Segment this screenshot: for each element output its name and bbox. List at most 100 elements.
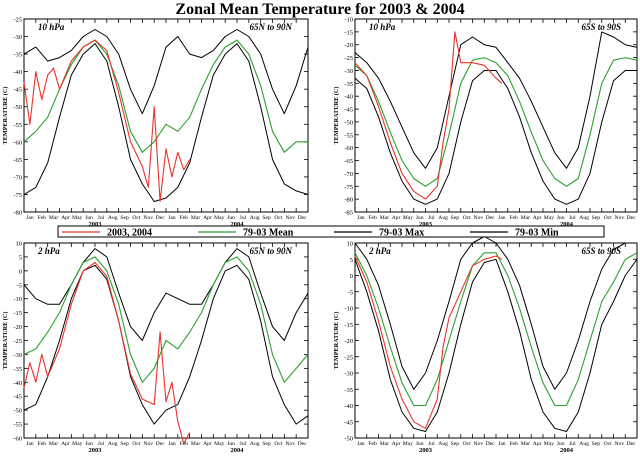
y-tick-label: -80 xyxy=(13,210,22,217)
y-tick-label: -25 xyxy=(13,338,22,345)
y-tick-label: -30 xyxy=(344,371,353,378)
x-tick-label: Dec xyxy=(486,215,496,221)
series-line-79-03-min xyxy=(23,264,309,425)
y-tick-label: 0 xyxy=(350,273,353,280)
x-tick-label: Mar xyxy=(191,441,200,447)
legend-box xyxy=(57,225,605,238)
x-tick-label: Mar xyxy=(49,215,58,221)
y-tick-label: -40 xyxy=(344,94,353,101)
legend: 2003, 2004 79-03 Mean 79-03 Max 79-03 Min xyxy=(57,225,605,239)
y-tick-label: -35 xyxy=(344,81,353,88)
y-axis-label: TEMPERATURE (C) xyxy=(333,87,340,145)
x-tick-label: Sep xyxy=(262,441,271,447)
x-tick-label: Mar xyxy=(380,215,389,221)
pressure-level-label: 10 hPa xyxy=(369,22,396,32)
x-tick-label: Dec xyxy=(298,441,308,447)
y-tick-label: -60 xyxy=(13,436,22,443)
x-tick-label: Sep xyxy=(120,441,129,447)
y-tick-label: 5 xyxy=(19,254,22,261)
y-tick-label: -40 xyxy=(13,380,22,387)
x-tick-label: Jun xyxy=(85,441,93,447)
x-tick-label: Sep xyxy=(451,215,460,221)
y-tick-label: -30 xyxy=(344,68,353,75)
series-line-79-03-mean xyxy=(354,57,638,187)
x-tick-label: Apr xyxy=(61,441,70,447)
y-tick-label: 0 xyxy=(19,268,22,275)
x-tick-label: Apr xyxy=(61,215,70,221)
year-label: 2003 xyxy=(89,447,103,454)
x-tick-label: May xyxy=(403,441,413,447)
year-label: 2004 xyxy=(231,221,245,228)
y-tick-label: -70 xyxy=(344,171,353,178)
x-tick-label: Sep xyxy=(120,215,129,221)
y-tick-label: -50 xyxy=(344,436,353,443)
series-line-79-03-max xyxy=(354,236,637,390)
x-tick-label: Oct xyxy=(604,441,613,447)
x-tick-label: Feb xyxy=(368,215,377,221)
y-tick-label: -15 xyxy=(13,310,22,317)
x-tick-label: Jan xyxy=(357,441,365,447)
x-tick-label: Dec xyxy=(627,215,637,221)
x-tick-label: Aug xyxy=(438,215,448,221)
y-tick-label: -55 xyxy=(344,132,353,139)
x-tick-label: Jun xyxy=(416,215,424,221)
y-tick-label: -50 xyxy=(13,104,22,111)
year-label: 2003 xyxy=(419,221,433,228)
y-tick-label: -75 xyxy=(344,184,353,191)
x-tick-label: Jan xyxy=(357,215,365,221)
y-tick-label: -35 xyxy=(344,387,353,394)
x-tick-label: Oct xyxy=(132,441,141,447)
x-tick-label: Nov xyxy=(474,441,484,447)
x-tick-label: Jan xyxy=(498,215,506,221)
x-tick-label: Apr xyxy=(533,215,542,221)
x-tick-label: Feb xyxy=(368,441,377,447)
x-tick-label: Nov xyxy=(143,215,153,221)
x-tick-label: Mar xyxy=(521,215,530,221)
x-tick-label: Mar xyxy=(521,441,530,447)
y-tick-label: -35 xyxy=(13,52,22,59)
x-tick-label: Jan xyxy=(498,441,506,447)
legend-label: 79-03 Mean xyxy=(243,228,294,239)
x-tick-label: Nov xyxy=(615,441,625,447)
y-tick-label: -40 xyxy=(344,403,353,410)
y-tick-label: -30 xyxy=(13,352,22,359)
chart-panel-2: -60-55-50-45-40-35-30-25-20-15-10-50510J… xyxy=(2,241,309,454)
y-axis-label: TEMPERATURE (C) xyxy=(2,312,9,370)
x-tick-label: Oct xyxy=(274,441,283,447)
x-tick-label: Feb xyxy=(509,441,518,447)
series-line-79-03-max xyxy=(354,31,638,169)
x-tick-label: Jan xyxy=(168,215,176,221)
x-tick-label: Aug xyxy=(108,215,118,221)
x-tick-label: Sep xyxy=(262,215,271,221)
pressure-level-label: 10 hPa xyxy=(38,22,65,32)
year-label: 2004 xyxy=(560,447,574,454)
x-tick-label: Feb xyxy=(180,215,189,221)
y-tick-label: -35 xyxy=(13,366,22,373)
x-tick-label: May xyxy=(72,441,82,447)
y-tick-label: -5 xyxy=(348,289,353,296)
x-tick-label: Aug xyxy=(108,441,118,447)
legend-label: 79-03 Min xyxy=(515,228,559,239)
x-tick-label: Oct xyxy=(274,215,283,221)
x-tick-label: Jul xyxy=(98,441,105,447)
x-tick-label: Sep xyxy=(592,215,601,221)
y-tick-label: -45 xyxy=(13,87,22,94)
legend-label: 79-03 Max xyxy=(379,228,424,239)
x-tick-label: Jan xyxy=(168,441,176,447)
y-tick-label: 10 xyxy=(347,241,354,248)
series-line-79-03-min xyxy=(354,258,638,432)
series-line-2003-2004 xyxy=(23,39,191,203)
year-label: 2004 xyxy=(560,221,574,228)
series-line-2003-2004 xyxy=(23,261,191,445)
x-tick-label: Mar xyxy=(191,215,200,221)
x-tick-label: Jan xyxy=(26,215,34,221)
x-tick-label: Aug xyxy=(438,441,448,447)
x-tick-label: Jul xyxy=(428,215,435,221)
year-label: 2003 xyxy=(89,221,103,228)
y-tick-label: -45 xyxy=(344,107,353,114)
x-tick-label: Aug xyxy=(579,441,589,447)
x-tick-label: May xyxy=(214,215,224,221)
y-tick-label: -10 xyxy=(344,306,353,313)
